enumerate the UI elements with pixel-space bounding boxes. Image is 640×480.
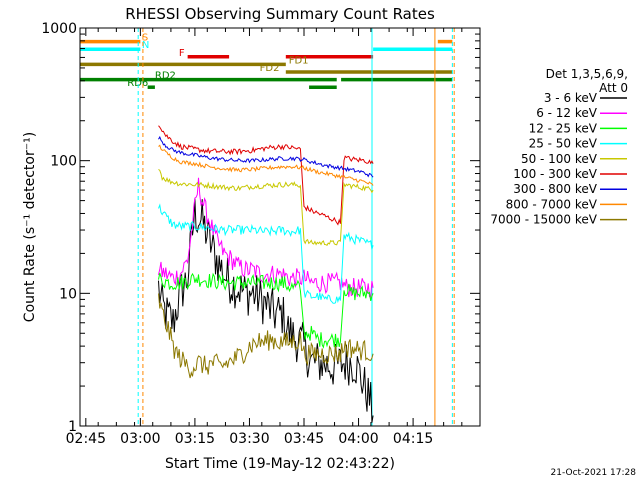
instrument-flag-bars: SN F FD1 FD2 RD2 RD6 xyxy=(80,33,453,89)
series-line-6-12-kev xyxy=(158,177,374,299)
flag-label-fd2: FD2 xyxy=(260,63,280,74)
x-tick-label: 03:30 xyxy=(229,431,269,447)
legend-label-3-6-kev: 3 - 6 keV xyxy=(544,91,598,105)
legend-label-50-100-kev: 50 - 100 keV xyxy=(521,152,598,166)
chart-title: RHESSI Observing Summary Count Rates xyxy=(125,5,435,23)
series-line-800-7000-kev xyxy=(158,144,374,186)
x-tick-label: 02:45 xyxy=(66,431,106,447)
x-tick-label: 04:15 xyxy=(393,431,433,447)
x-axis: 02:45 03:00 03:15 03:30 03:45 04:00 04:15 xyxy=(66,28,481,447)
flag-label-s: S xyxy=(142,33,148,44)
y-tick-label: 10 xyxy=(59,286,77,302)
series-line-300-800-kev xyxy=(158,135,374,178)
y-axis: 1 10 100 1000 xyxy=(41,21,480,435)
legend-header: Det 1,3,5,6,9, xyxy=(546,67,628,81)
timestamp-footer: 21-Oct-2021 17:28 xyxy=(551,468,637,478)
y-tick-label: 1000 xyxy=(41,21,77,37)
flag-label-rd6: RD6 xyxy=(127,78,148,89)
y-tick-label: 100 xyxy=(50,154,77,170)
series-line-100-300-kev xyxy=(158,125,374,226)
legend-label-800-7000-kev: 800 - 7000 keV xyxy=(506,197,598,211)
series-line-25-50-kev xyxy=(158,203,374,304)
flag-label-rd2: RD2 xyxy=(155,71,176,82)
legend-label-12-25-kev: 12 - 25 keV xyxy=(529,121,598,135)
series-line-50-100-kev xyxy=(158,169,374,246)
y-tick-label: 1 xyxy=(68,419,77,435)
legend-label-25-50-kev: 25 - 50 keV xyxy=(529,137,598,151)
x-tick-label: 04:00 xyxy=(338,431,378,447)
legend-label-6-12-kev: 6 - 12 keV xyxy=(536,106,598,120)
x-axis-label: Start Time (19-May-12 02:43:22) xyxy=(165,456,395,472)
flag-label-f: F xyxy=(179,48,185,59)
series-line-7000-15000-kev xyxy=(158,293,374,379)
legend-label-100-300-kev: 100 - 300 keV xyxy=(513,167,597,181)
flag-label-fd1: FD1 xyxy=(289,55,309,66)
series-lines xyxy=(158,125,374,423)
x-tick-label: 03:15 xyxy=(175,431,215,447)
x-tick-label: 03:00 xyxy=(120,431,160,447)
flag-label-n: N xyxy=(142,40,149,51)
legend-label-7000-15000-kev: 7000 - 15000 keV xyxy=(490,213,597,227)
y-axis-label: Count Rate (s⁻¹ detector⁻¹) xyxy=(22,132,38,322)
x-tick-label: 03:45 xyxy=(284,431,324,447)
legend-header: Att 0 xyxy=(599,81,628,95)
series-line-12-25-kev xyxy=(158,272,374,349)
legend-label-300-800-kev: 300 - 800 keV xyxy=(513,182,597,196)
